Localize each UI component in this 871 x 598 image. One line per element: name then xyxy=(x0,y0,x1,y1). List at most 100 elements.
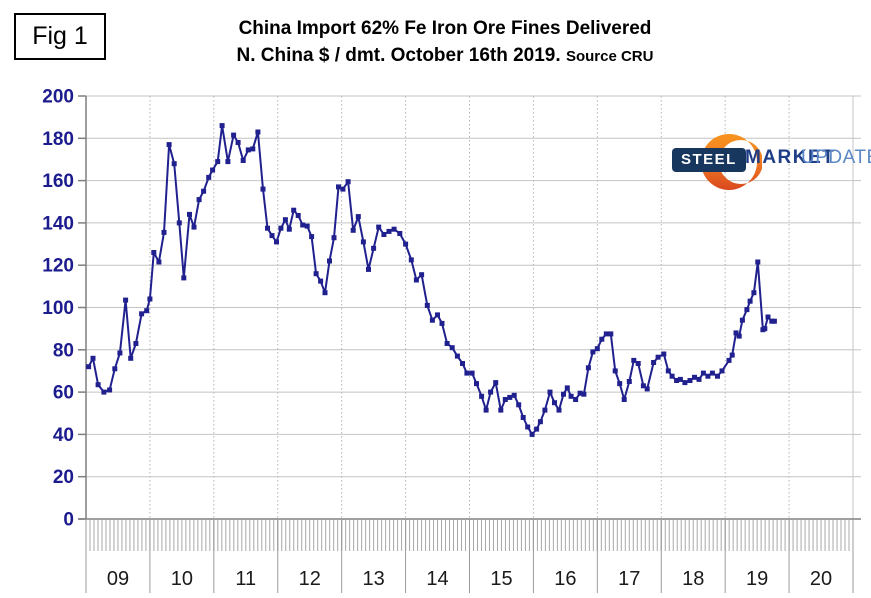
data-point-marker xyxy=(187,211,192,217)
data-point-marker xyxy=(201,188,207,194)
data-point-marker xyxy=(210,167,216,173)
data-point-marker xyxy=(444,341,450,346)
y-tick-label: 40 xyxy=(53,425,74,446)
data-point-marker xyxy=(483,407,489,413)
data-point-marker xyxy=(687,378,693,383)
data-point-marker xyxy=(360,239,366,245)
data-point-marker xyxy=(397,231,403,236)
data-point-marker xyxy=(255,129,261,135)
data-point-marker xyxy=(181,275,187,281)
data-point-marker xyxy=(511,392,517,398)
data-point-marker xyxy=(265,225,270,231)
data-point-marker xyxy=(516,402,522,408)
data-point-marker xyxy=(454,353,460,359)
data-point-marker xyxy=(502,397,508,402)
logo-update-text: UPDATE xyxy=(801,147,871,168)
x-tick-label: 11 xyxy=(235,568,256,590)
data-point-marker xyxy=(726,357,732,363)
data-point-marker xyxy=(133,341,139,346)
data-point-marker xyxy=(556,407,562,413)
data-point-marker xyxy=(474,381,479,387)
data-point-marker xyxy=(700,370,706,376)
data-point-marker xyxy=(469,370,475,376)
data-point-marker xyxy=(594,346,600,352)
y-tick-label: 20 xyxy=(53,467,74,488)
data-point-marker xyxy=(709,370,715,376)
data-point-marker xyxy=(493,380,499,386)
data-point-marker xyxy=(669,373,675,379)
data-point-marker xyxy=(176,220,182,226)
x-tick-label: 17 xyxy=(618,568,640,590)
data-point-marker xyxy=(225,159,231,165)
data-point-marker xyxy=(231,132,237,138)
data-point-marker xyxy=(345,179,351,185)
data-point-marker xyxy=(419,272,425,278)
data-point-marker xyxy=(498,407,504,413)
data-point-marker xyxy=(322,290,328,296)
data-point-marker xyxy=(696,376,702,382)
data-point-marker xyxy=(215,159,221,165)
data-point-marker xyxy=(488,389,494,395)
data-point-marker xyxy=(529,431,535,437)
data-point-marker xyxy=(677,376,683,382)
data-point-marker xyxy=(371,245,377,251)
data-point-marker xyxy=(90,355,96,361)
x-tick-label: 12 xyxy=(299,568,321,590)
data-point-marker xyxy=(577,390,583,396)
data-point-marker xyxy=(568,393,574,399)
data-point-marker xyxy=(621,397,627,402)
x-tick-label: 13 xyxy=(363,568,385,590)
data-point-marker xyxy=(366,266,371,272)
data-point-marker xyxy=(435,312,440,318)
data-point-marker xyxy=(651,360,657,365)
data-point-marker xyxy=(196,197,202,203)
data-point-marker xyxy=(112,366,118,372)
data-point-marker xyxy=(736,333,742,339)
data-point-marker xyxy=(408,257,414,263)
data-point-marker xyxy=(744,307,750,313)
data-point-marker xyxy=(300,222,306,228)
data-point-marker xyxy=(626,379,632,384)
data-point-marker xyxy=(86,364,92,370)
data-point-marker xyxy=(274,239,279,245)
data-point-marker xyxy=(123,297,129,303)
data-point-marker xyxy=(235,140,241,145)
x-tick-label: 10 xyxy=(171,568,193,590)
steel-market-update-logo: STEEL MARKET UPDATE xyxy=(664,133,871,191)
data-point-marker xyxy=(612,368,618,374)
data-point-marker xyxy=(682,380,688,386)
data-point-marker xyxy=(295,213,301,218)
data-point-marker xyxy=(381,232,387,237)
chart-source: Source CRU xyxy=(565,48,654,65)
chart-title-line1: China Import 62% Fe Iron Ore Fines Deliv… xyxy=(238,18,652,39)
y-tick-label: 80 xyxy=(53,340,74,361)
data-point-marker xyxy=(391,226,397,232)
data-point-marker xyxy=(240,158,246,163)
data-point-marker xyxy=(692,374,697,380)
data-point-marker xyxy=(250,146,256,152)
y-tick-label: 140 xyxy=(42,213,74,234)
y-tick-label: 180 xyxy=(42,129,74,150)
data-point-marker xyxy=(429,317,435,323)
data-point-marker xyxy=(762,326,768,332)
figure-label: Fig 1 xyxy=(32,22,88,50)
data-point-marker xyxy=(278,225,284,231)
data-point-marker xyxy=(635,361,641,366)
data-point-marker xyxy=(286,226,292,232)
data-point-marker xyxy=(603,331,609,337)
data-point-marker xyxy=(350,227,356,233)
data-point-marker xyxy=(269,233,275,239)
data-point-marker xyxy=(309,234,315,240)
data-point-marker xyxy=(765,314,771,320)
data-point-marker xyxy=(144,308,150,314)
data-point-marker xyxy=(674,378,680,383)
x-tick-label: 19 xyxy=(746,568,768,590)
chart-title-line2: N. China $ / dmt. October 16th 2019. Sou… xyxy=(60,42,830,70)
data-point-marker xyxy=(755,259,761,265)
x-tick-label: 14 xyxy=(426,568,448,590)
data-point-marker xyxy=(655,354,661,360)
data-point-marker xyxy=(561,391,566,397)
data-point-marker xyxy=(733,330,739,336)
